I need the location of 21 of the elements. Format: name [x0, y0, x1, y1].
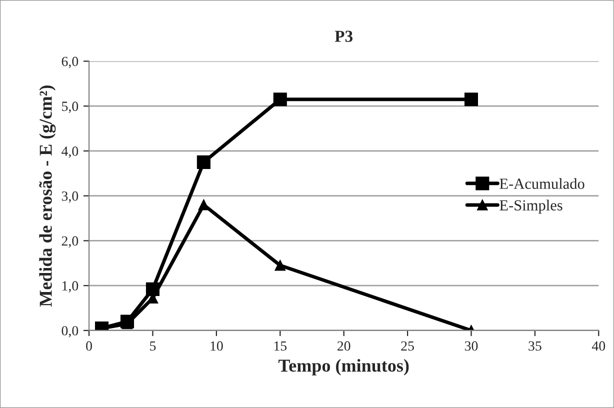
- y-tick-label: 2,0: [62, 236, 78, 248]
- y-tick-label: 3,0: [62, 191, 78, 203]
- x-tick-label: 20: [338, 341, 350, 351]
- x-tick-label: 35: [528, 341, 542, 351]
- x-axis-title: Tempo (minutos): [278, 359, 409, 376]
- x-tick-label: 40: [592, 341, 606, 351]
- x-tick-label: 30: [464, 341, 478, 351]
- legend-label: E-Simples: [500, 200, 562, 214]
- y-tick-label: 1,0: [62, 281, 78, 293]
- x-tick-label: 10: [210, 341, 223, 351]
- x-tick-label: 25: [401, 341, 414, 351]
- x-tick-label: 15: [274, 341, 287, 351]
- x-tick-label: 5: [150, 341, 156, 351]
- chart-title: P3: [334, 30, 353, 42]
- legend-label: E-Acumulado: [500, 178, 584, 189]
- y-tick-label: 4,0: [62, 146, 78, 158]
- y-tick-label: 5,0: [62, 102, 78, 114]
- y-tick-label: 0,0: [62, 326, 78, 338]
- x-tick-label: 0: [86, 341, 92, 351]
- y-tick-label: 6,0: [62, 56, 78, 68]
- y-axis-title: Medida de erosão - E (g/cm²): [39, 86, 56, 307]
